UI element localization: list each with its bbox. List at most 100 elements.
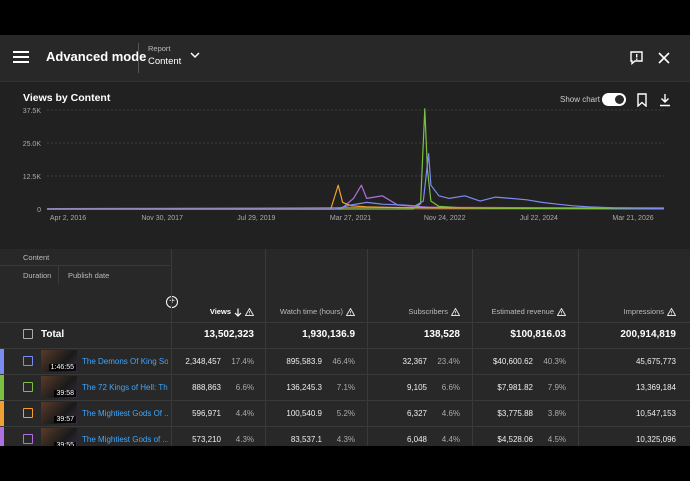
row-checkbox[interactable] — [23, 434, 33, 444]
video-thumbnail[interactable]: 39:57 — [41, 402, 77, 424]
video-title-link[interactable]: The 72 Kings of Hell: Th... — [82, 383, 168, 392]
percent-value: 40.3% — [543, 357, 566, 366]
row-checkbox[interactable] — [23, 356, 33, 366]
x-tick-label: Nov 30, 2017 — [141, 215, 183, 222]
metric-value: 10,325,096 — [635, 435, 676, 444]
column-divider — [171, 249, 172, 446]
metric-value: 13,369,184 — [635, 383, 676, 392]
percent-value: 17.4% — [231, 357, 254, 366]
metric-value: $3,775.88 — [497, 409, 533, 418]
header-duration[interactable]: Duration — [23, 271, 52, 280]
metric-value: 10,547,153 — [635, 409, 676, 418]
feedback-icon[interactable] — [629, 50, 644, 65]
report-value: Content — [148, 56, 182, 67]
metric-value: 573,210 — [192, 435, 221, 444]
duration-badge: 39:58 — [54, 390, 76, 397]
metric-value: 83,537.1 — [290, 435, 322, 444]
video-title-link[interactable]: The Demons Of King So... — [82, 357, 168, 366]
column-header-impressions[interactable]: Impressions — [623, 307, 676, 317]
series-line — [47, 153, 665, 210]
column-divider — [265, 249, 266, 446]
total-value: 13,502,323 — [203, 329, 254, 340]
duration-badge: 1:46:55 — [48, 364, 76, 371]
total-value: 200,914,819 — [620, 329, 676, 340]
header-content: Content — [23, 253, 50, 262]
content-table: Content Duration Publish date + Views Wat… — [0, 249, 690, 446]
series-color-bar — [0, 427, 4, 446]
column-header-label: Subscribers — [408, 307, 448, 316]
warning-icon — [557, 308, 566, 317]
views-line-chart: 37.5K 25.0K 12.5K 0 Apr 2, 2016 Nov 30, 2017 J… — [23, 108, 665, 222]
download-icon[interactable] — [659, 93, 671, 107]
show-chart-toggle[interactable] — [602, 93, 626, 106]
metric-value: $7,981.82 — [497, 383, 533, 392]
chart-title: Views by Content — [23, 92, 111, 104]
toggle-knob — [615, 95, 624, 104]
metric-value: 596,971 — [192, 409, 221, 418]
column-header-subscribers[interactable]: Subscribers — [408, 307, 460, 317]
percent-value: 6.6% — [441, 383, 460, 392]
metric-value: 6,327 — [406, 409, 427, 418]
header-divider — [138, 43, 139, 73]
column-header-views[interactable]: Views — [210, 307, 254, 317]
column-divider — [367, 249, 368, 446]
report-dropdown[interactable]: Report Content — [148, 44, 208, 74]
row-divider — [0, 322, 690, 323]
column-header-label: Impressions — [623, 307, 664, 316]
header-publish-date[interactable]: Publish date — [68, 271, 110, 280]
bookmark-icon[interactable] — [636, 93, 648, 107]
percent-value: 3.8% — [547, 409, 566, 418]
metric-value: 100,540.9 — [286, 409, 322, 418]
row-checkbox[interactable] — [23, 382, 33, 392]
series-color-bar — [0, 349, 4, 374]
row-checkbox[interactable] — [23, 408, 33, 418]
x-tick-label: Jul 22, 2024 — [520, 215, 558, 222]
percent-value: 7.9% — [547, 383, 566, 392]
metric-value: 2,348,457 — [185, 357, 221, 366]
x-tick-label: Mar 27, 2021 — [330, 215, 371, 222]
metric-value: $4,528.06 — [497, 435, 533, 444]
percent-value: 23.4% — [437, 357, 460, 366]
warning-icon — [667, 308, 676, 317]
menu-icon[interactable] — [13, 51, 29, 65]
y-tick-label: 37.5K — [23, 108, 42, 115]
row-divider — [0, 348, 690, 349]
series-line — [47, 108, 665, 210]
metric-value: 45,675,773 — [635, 357, 676, 366]
metric-value: 9,105 — [406, 383, 427, 392]
total-value: $100,816.03 — [510, 329, 566, 340]
video-thumbnail[interactable]: 39:55 — [41, 428, 77, 446]
column-header-label: Estimated revenue — [491, 307, 554, 316]
x-tick-label: Nov 24, 2022 — [424, 215, 466, 222]
series-color-bar — [0, 401, 4, 426]
row-divider — [0, 400, 690, 401]
metric-value: 888,863 — [192, 383, 221, 392]
percent-value: 4.3% — [235, 435, 254, 444]
column-header-watch-time-hours[interactable]: Watch time (hours) — [280, 307, 355, 317]
percent-value: 6.6% — [235, 383, 254, 392]
total-label: Total — [41, 329, 65, 340]
video-thumbnail[interactable]: 1:46:55 — [41, 350, 77, 372]
column-header-estimated-revenue[interactable]: Estimated revenue — [491, 307, 566, 317]
warning-icon — [346, 308, 355, 317]
header-subcol-divider — [58, 266, 59, 284]
video-thumbnail[interactable]: 39:58 — [41, 376, 77, 398]
y-tick-label: 0 — [37, 207, 41, 214]
page-title: Advanced mode — [46, 49, 147, 64]
add-column-button[interactable]: + — [166, 296, 178, 308]
y-tick-label: 12.5K — [23, 174, 42, 181]
total-checkbox[interactable] — [23, 329, 33, 339]
video-title-link[interactable]: The Mightiest Gods Of ... — [82, 409, 168, 418]
row-divider — [0, 426, 690, 427]
show-chart-label: Show chart — [560, 95, 601, 104]
percent-value: 4.3% — [336, 435, 355, 444]
close-icon[interactable] — [658, 52, 670, 64]
video-title-link[interactable]: The Mightiest Gods of ... — [82, 435, 168, 444]
percent-value: 4.4% — [441, 435, 460, 444]
warning-icon — [245, 308, 254, 317]
column-header-label: Views — [209, 307, 231, 316]
warning-icon — [451, 308, 460, 317]
duration-badge: 39:55 — [54, 442, 76, 446]
series-line — [47, 184, 665, 210]
duration-badge: 39:57 — [54, 416, 76, 423]
